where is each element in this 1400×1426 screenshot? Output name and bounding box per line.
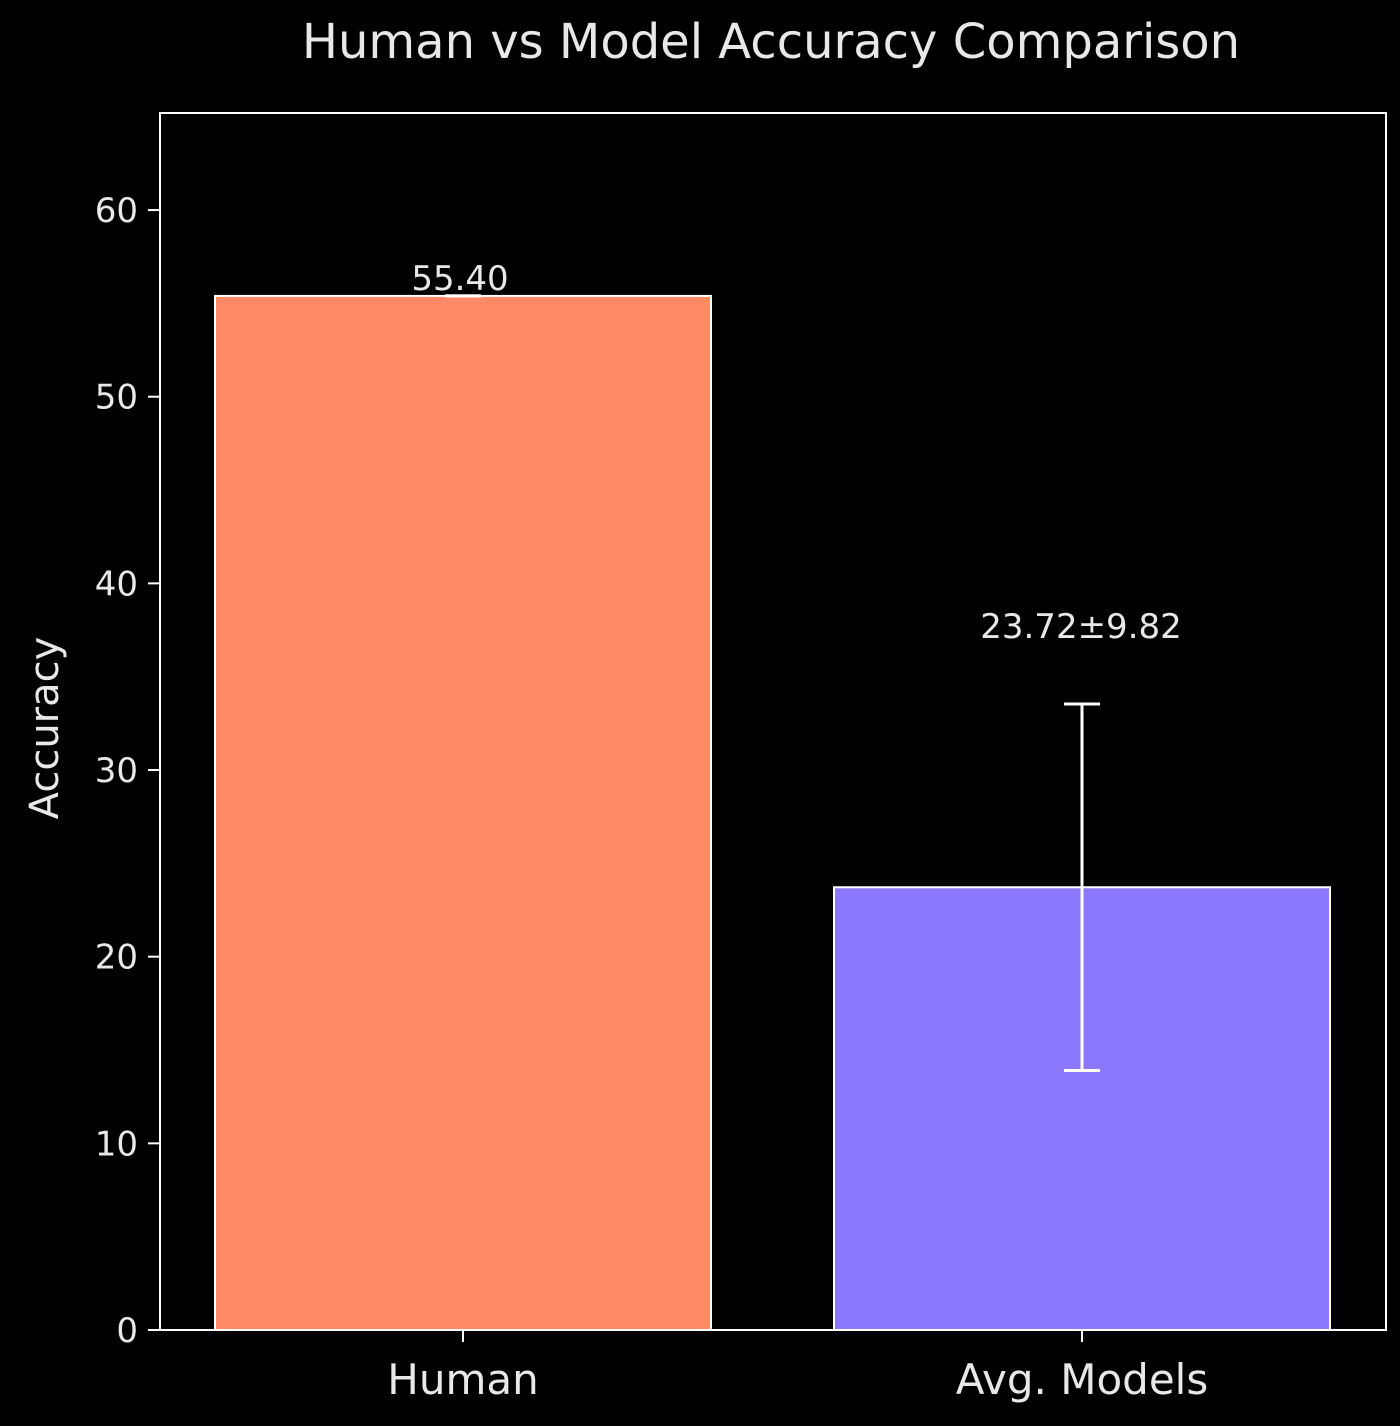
- y-tick-label-50: 50: [95, 378, 138, 418]
- y-axis-label: Accuracy: [22, 637, 68, 820]
- y-tick-label-40: 40: [95, 564, 138, 604]
- y-tick-label-0: 0: [116, 1311, 138, 1351]
- chart-title: Human vs Model Accuracy Comparison: [302, 14, 1240, 70]
- data-label-1: 23.72±9.82: [980, 607, 1182, 647]
- data-label-0: 55.40: [411, 259, 508, 299]
- axes-frame: [159, 112, 1387, 1331]
- y-tick-label-10: 10: [95, 1124, 138, 1164]
- y-tick-label-60: 60: [95, 191, 138, 231]
- y-tick-label-30: 30: [95, 751, 138, 791]
- y-tick-label-20: 20: [95, 938, 138, 978]
- x-tick-label-1: Avg. Models: [956, 1355, 1208, 1404]
- x-tick-label-0: Human: [387, 1355, 538, 1404]
- bar-human: [214, 294, 712, 1331]
- plot-area: 55.40 23.72±9.82 0 10 20 30 40 50 60 Human Avg. Mo…: [95, 112, 1387, 1404]
